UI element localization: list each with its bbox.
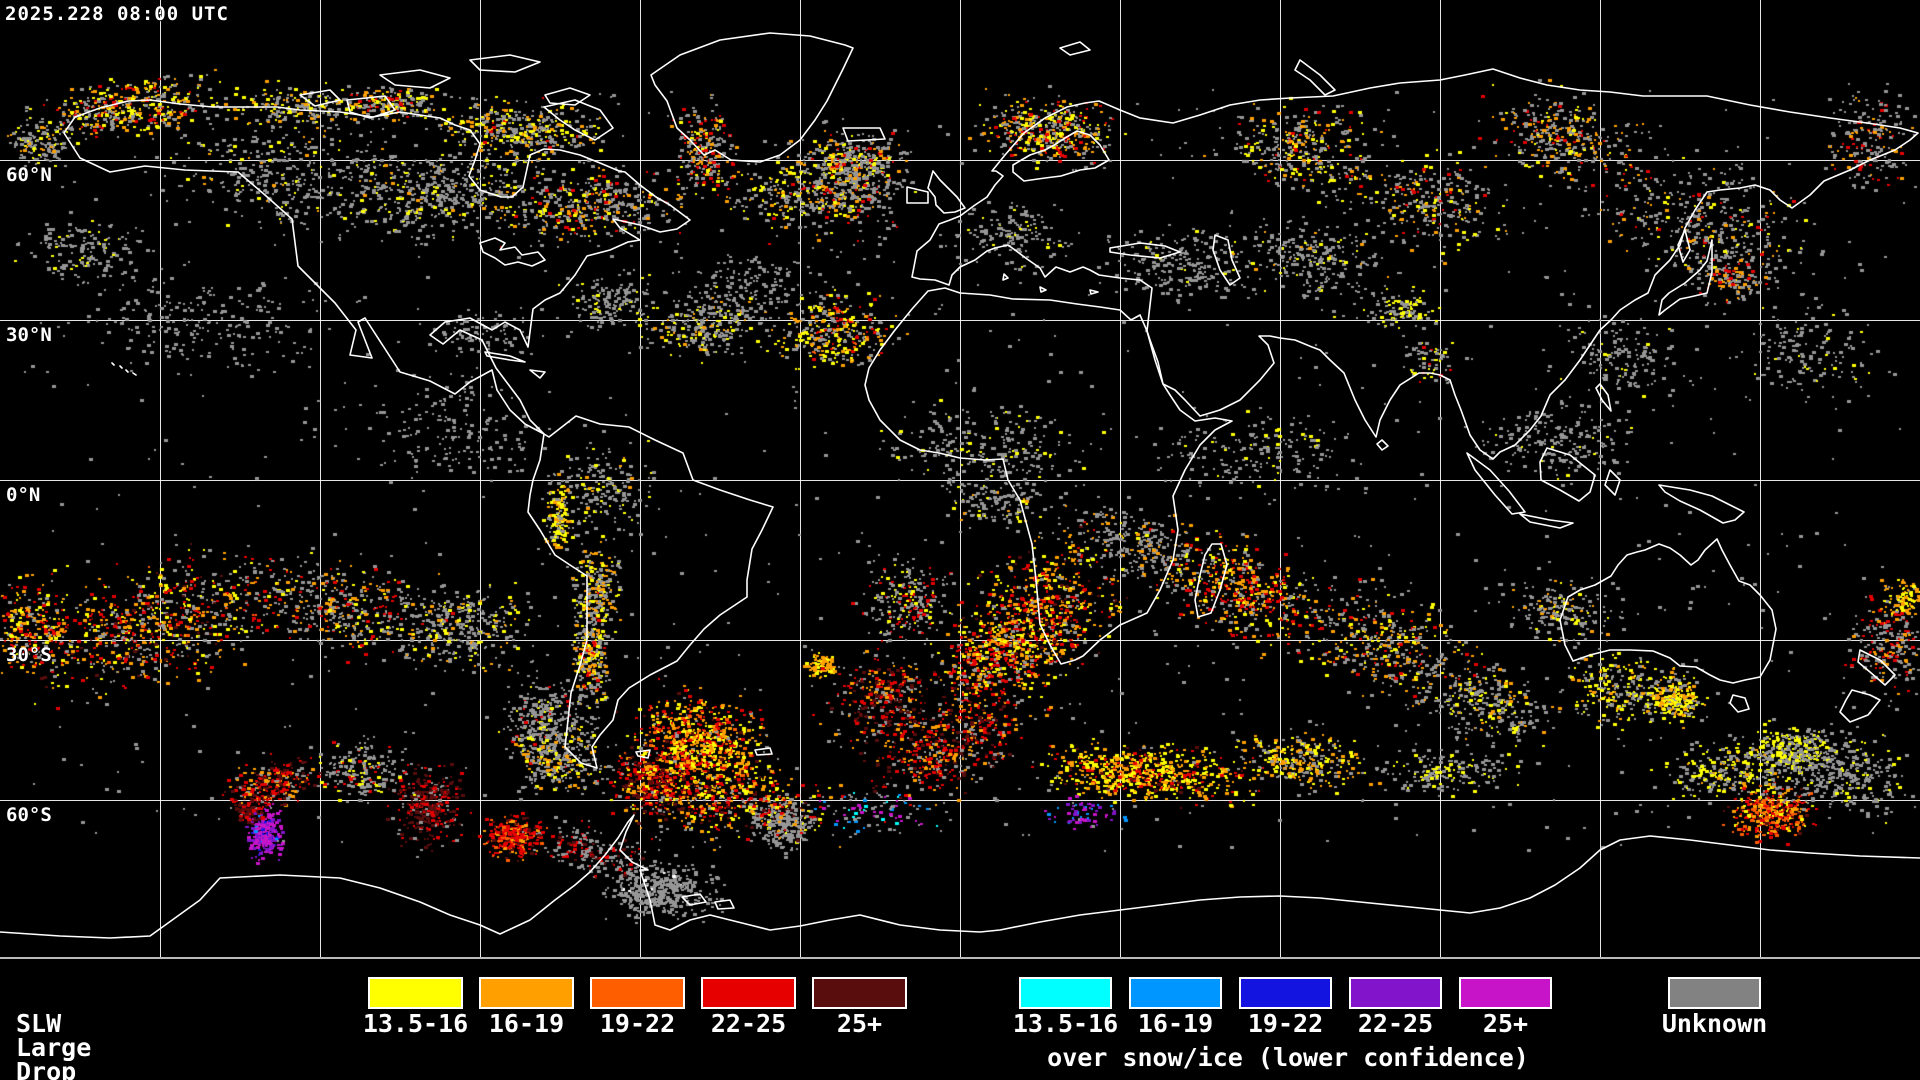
snow-ice-caption: over snow/ice (lower confidence) bbox=[1047, 1043, 1529, 1072]
legend-swatch-standard bbox=[701, 977, 796, 1009]
legend-label-standard: 19-22 bbox=[599, 1009, 676, 1038]
coast-antarctica bbox=[0, 814, 1920, 939]
legend-swatch-standard bbox=[368, 977, 463, 1009]
coast-south-america bbox=[527, 415, 774, 769]
coast-australia bbox=[1559, 538, 1777, 713]
legend-swatch-snow-ice bbox=[1239, 977, 1332, 1009]
coast-black-caspian-seas bbox=[1109, 234, 1241, 286]
legend-title: SLW Large Drop Index bbox=[16, 1009, 92, 1080]
coast-iceland bbox=[842, 127, 886, 142]
coast-svalbard-novaya-zemlya bbox=[1059, 41, 1336, 96]
coast-eurasia bbox=[911, 68, 1919, 460]
coast-se-asia-islands bbox=[1466, 383, 1745, 529]
legend-swatch-snow-ice bbox=[1129, 977, 1222, 1009]
latitude-label: 30°S bbox=[6, 644, 52, 666]
coast-madagascar bbox=[1194, 543, 1228, 618]
legend-label-snow-ice: 13.5-16 bbox=[1012, 1009, 1119, 1038]
coast-falklands-south-georgia bbox=[635, 747, 773, 759]
legend-label-snow-ice: 22-25 bbox=[1357, 1009, 1434, 1038]
map-data-layer bbox=[0, 0, 1920, 958]
legend-label-snow-ice: 19-22 bbox=[1247, 1009, 1324, 1038]
coast-north-america bbox=[63, 99, 691, 435]
coast-sri-lanka bbox=[1376, 439, 1389, 451]
latitude-label: 60°S bbox=[6, 804, 52, 826]
legend-swatch-unknown bbox=[1668, 977, 1761, 1009]
coast-caribbean bbox=[484, 351, 546, 379]
coast-arctic-islands bbox=[299, 54, 614, 141]
coast-new-zealand bbox=[1839, 649, 1896, 723]
coast-africa bbox=[864, 287, 1233, 665]
coastlines bbox=[0, 32, 1920, 939]
coast-mediterranean-islands bbox=[1002, 273, 1099, 295]
map-bottom-border bbox=[0, 957, 1920, 959]
latitude-label: 0°N bbox=[6, 484, 41, 506]
timestamp: 2025.228 08:00 UTC bbox=[5, 3, 229, 25]
latitude-label: 30°N bbox=[6, 324, 52, 346]
legend-swatch-snow-ice bbox=[1349, 977, 1442, 1009]
coast-scandinavia-baltic bbox=[1012, 130, 1110, 182]
coast-japan-sakhalin bbox=[1658, 229, 1713, 316]
coast-hawaii bbox=[111, 362, 137, 376]
legend-label-unknown: Unknown bbox=[1661, 1009, 1768, 1038]
legend-swatch-snow-ice bbox=[1019, 977, 1112, 1009]
legend-label-standard: 16-19 bbox=[488, 1009, 565, 1038]
legend-label-snow-ice: 16-19 bbox=[1137, 1009, 1214, 1038]
legend-label-standard: 13.5-16 bbox=[362, 1009, 469, 1038]
legend-swatch-standard bbox=[812, 977, 907, 1009]
legend-swatch-standard bbox=[479, 977, 574, 1009]
legend-label-standard: 22-25 bbox=[710, 1009, 787, 1038]
coast-greenland bbox=[650, 32, 854, 163]
coast-antarctic-islands bbox=[681, 893, 735, 910]
legend-label-snow-ice: 25+ bbox=[1482, 1009, 1529, 1038]
legend-swatch-standard bbox=[590, 977, 685, 1009]
legend-label-standard: 25+ bbox=[836, 1009, 883, 1038]
coast-great-lakes bbox=[479, 237, 546, 267]
coast-british-isles bbox=[906, 170, 966, 214]
latitude-label: 60°N bbox=[6, 164, 52, 186]
legend-swatch-snow-ice bbox=[1459, 977, 1552, 1009]
